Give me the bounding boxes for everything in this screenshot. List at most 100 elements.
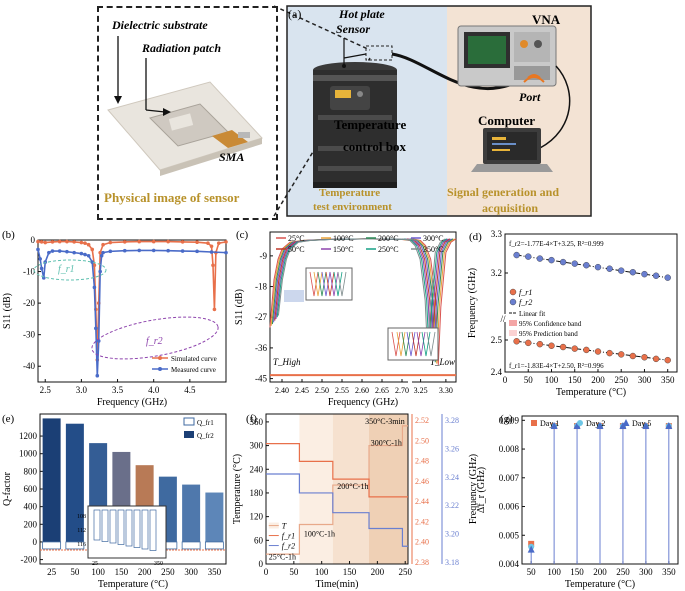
inset-bar (109, 509, 117, 544)
chart-d: (d) // 0 50 100 150 200 250 300 350 3.3 3.2 2.5 2.4 Te… (467, 229, 678, 398)
y-tick-label: 300 (250, 441, 264, 451)
y-right1-tick: 2.46 (415, 477, 429, 486)
x-tick-label: 350 (208, 567, 222, 577)
legend-label: f_r2 (519, 298, 532, 307)
data-point (92, 263, 97, 268)
data-point (72, 250, 76, 255)
inset-1-marker (284, 290, 304, 302)
y-tick-label: 2.5 (491, 335, 503, 345)
annot-25: 25°C-1h (269, 552, 296, 561)
y-tick-label: -40 (23, 361, 35, 371)
x-tick-label: 0 (503, 375, 508, 385)
inset-y-tick: 112 (77, 528, 86, 534)
y-tick-label: 360 (250, 417, 264, 427)
x-tick-label: 4.0 (148, 385, 160, 395)
data-point (57, 239, 62, 244)
data-point (525, 339, 532, 347)
y-tick-label: 3.2 (491, 268, 502, 278)
inset-curve (426, 331, 436, 357)
data-point (47, 250, 51, 255)
x-tick-label: 3.25 (414, 386, 428, 395)
sensor-label: Sensor (336, 22, 371, 36)
bar-qfr2 (205, 492, 224, 542)
data-point (559, 258, 567, 266)
plot-frame (269, 231, 457, 383)
data-point (39, 240, 44, 244)
x-tick-label: 2.45 (295, 386, 309, 395)
y-axis-label-right: Frequency (GHz) (468, 454, 479, 524)
x-tick-label: 200 (593, 567, 607, 577)
legend-qfr1-swatch (183, 417, 195, 426)
x-tick-label: 25 (47, 567, 57, 577)
data-point (166, 248, 170, 253)
inset-x-tick: 25 (92, 561, 98, 567)
data-point (180, 240, 185, 244)
middle-caption-1: Temperature (319, 187, 381, 199)
right-caption-2: acquisition (482, 201, 539, 215)
legend-label: Measured curve (171, 366, 216, 374)
data-point (108, 249, 113, 254)
curve-low (277, 238, 419, 316)
legend-marker (158, 367, 162, 371)
chart-f: (f) 0 50 100 150 200 250 360 300 240 180 120 60 0 2.52… (232, 413, 479, 590)
y-tick-label: -9 (260, 251, 268, 261)
inset-x-tick: 350 (154, 561, 163, 567)
legend-label: f_r1 (519, 288, 532, 297)
data-point (559, 343, 567, 351)
y-tick-label: -36 (255, 343, 267, 353)
annot-100: 100°C-1h (304, 529, 335, 538)
annot-300: 300°C-1h (371, 439, 402, 448)
y-tick-label: 400 (24, 502, 38, 512)
y-right2-tick: 3.22 (445, 501, 459, 510)
eq-bottom: f_r1=-1.83E-4×T+2.50, R²=0.996 (509, 362, 604, 370)
y-right1-tick: 2.50 (415, 436, 429, 445)
x-axis-label: Time(min) (316, 579, 359, 590)
inset-bar (101, 509, 109, 542)
data-point (629, 269, 637, 276)
legend-label: 50°C (288, 245, 305, 254)
y-right2-tick: 3.18 (445, 558, 459, 567)
fr2-label: f_r2 (146, 336, 163, 347)
y-tick-label: 60 (254, 535, 264, 545)
data-point (513, 338, 520, 345)
y-tick-label: 200 (24, 519, 38, 529)
inset-curve (329, 271, 339, 297)
y-right1-tick: 2.42 (415, 517, 429, 526)
legend-confidence (509, 320, 517, 326)
inset-bar (133, 509, 141, 548)
inset-y-tick: 116 (77, 542, 86, 548)
inset-1 (305, 267, 353, 301)
legend-marker (531, 420, 537, 426)
inset-curve (321, 271, 331, 297)
photo-label-radiation: Radiation patch (142, 41, 222, 55)
axis-break (501, 314, 509, 322)
data-point (606, 265, 613, 272)
data-point-day5 (573, 422, 581, 430)
inset-y-tick: 108 (77, 514, 86, 520)
y-tick-label: 0 (259, 559, 264, 569)
data-point (664, 274, 671, 281)
bar-qfr1 (42, 541, 62, 550)
data-point (209, 250, 214, 254)
legend-marker (622, 419, 630, 426)
data-point (90, 247, 95, 252)
x-tick-label: 2.60 (355, 386, 369, 395)
y-right1-tick: 2.44 (415, 497, 429, 506)
data-point-day5 (665, 422, 673, 430)
legend-label: Day 1 (540, 419, 559, 428)
box-label-1: Temperature (334, 117, 407, 132)
x-tick-label: 200 (371, 567, 385, 577)
x-axis-label: Temperature (°C) (98, 579, 168, 590)
data-point (206, 241, 210, 245)
plot-frame (37, 239, 227, 383)
data-point (101, 250, 105, 255)
legend-prediction (509, 330, 517, 336)
x-tick-label: 50 (289, 567, 299, 577)
legend-label: Day 2 (586, 419, 605, 428)
x-tick-label: 250 (616, 567, 630, 577)
x-tick-label: 150 (568, 375, 582, 385)
bar-qfr2 (65, 423, 84, 542)
fr1-line (266, 443, 408, 498)
panel-a-graphics (107, 5, 592, 217)
photo-caption: Physical image of sensor (104, 190, 240, 205)
